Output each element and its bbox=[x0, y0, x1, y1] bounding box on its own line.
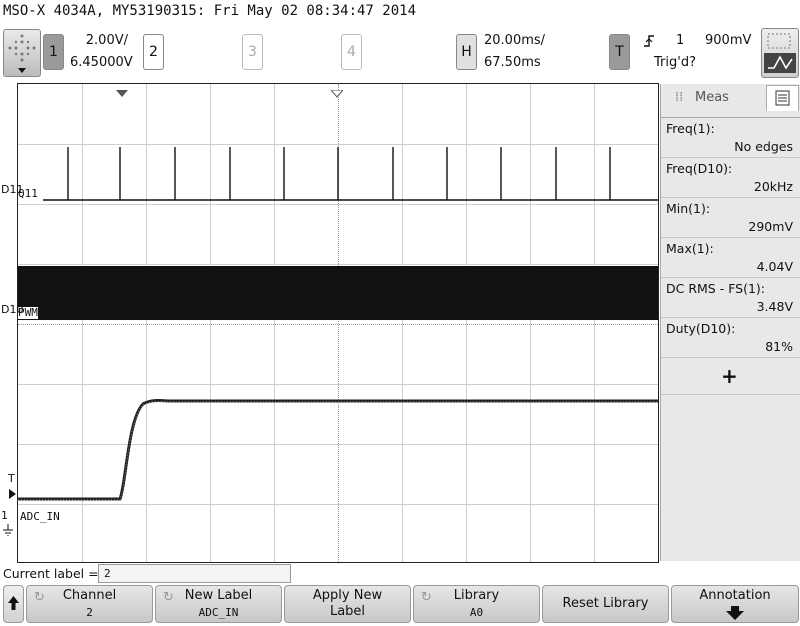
zoom-box-icon bbox=[764, 33, 796, 73]
channel-4-button[interactable]: 4 bbox=[341, 34, 362, 70]
measurement-row: Min(1): 290mV bbox=[661, 197, 800, 234]
waveform-display[interactable]: Q11 PWM ADC_IN bbox=[17, 83, 659, 563]
current-label-caption: Current label = bbox=[3, 566, 99, 581]
up-arrow-icon bbox=[8, 596, 19, 610]
window-title: MSO-X 4034A, MY53190315: Fri May 02 08:3… bbox=[3, 3, 417, 19]
measurement-row: Max(1): 4.04V bbox=[661, 237, 800, 274]
library-softkey[interactable]: ↻ Library A0 bbox=[413, 585, 540, 623]
measurement-row: DC RMS - FS(1): 3.48V bbox=[661, 277, 800, 314]
ground-marker: 1 bbox=[1, 509, 8, 522]
rotate-knob-icon: ↻ bbox=[34, 590, 45, 605]
horizontal-delay: 67.50ms bbox=[484, 55, 541, 70]
digital-trace-d10 bbox=[18, 266, 658, 320]
d11-indicator: D11 bbox=[1, 183, 24, 196]
d11-label: Q11 bbox=[18, 187, 38, 200]
rising-edge-icon bbox=[642, 33, 656, 52]
reset-library-softkey[interactable]: Reset Library bbox=[542, 585, 669, 623]
menu-up-button[interactable] bbox=[3, 585, 24, 623]
measurements-panel: Freq(1): No edges Freq(D10): 20kHz Min(1… bbox=[660, 84, 800, 561]
channel-1-scale: 2.00V/ bbox=[85, 33, 128, 48]
measurements-list-button[interactable] bbox=[766, 85, 799, 111]
measurement-row: Duty(D10): 81% bbox=[661, 317, 800, 358]
analog-label: ADC_IN bbox=[20, 510, 60, 523]
horizontal-button[interactable]: H bbox=[456, 34, 477, 70]
grid-dots-icon bbox=[8, 34, 36, 73]
analog-trace-ch1 bbox=[18, 398, 658, 501]
trigger-button[interactable]: T bbox=[609, 34, 630, 70]
submenu-arrow-icon bbox=[726, 606, 744, 624]
digital-trace-d11 bbox=[43, 147, 658, 201]
rotate-knob-icon: ↻ bbox=[163, 590, 174, 605]
trigger-position-marker bbox=[116, 83, 128, 102]
channel-2-button[interactable]: 2 bbox=[143, 34, 164, 70]
meas-tab[interactable]: ⁞⁞ Meas bbox=[675, 90, 729, 105]
d10-label: PWM bbox=[18, 306, 38, 319]
grip-icon: ⁞⁞ bbox=[675, 90, 684, 105]
rotate-knob-icon: ↻ bbox=[421, 590, 432, 605]
list-icon bbox=[775, 90, 790, 106]
cursor-autoscale-button[interactable] bbox=[761, 28, 799, 78]
add-measurement-button[interactable]: + bbox=[661, 357, 800, 395]
display-menu-button[interactable] bbox=[3, 29, 41, 77]
annotation-softkey[interactable]: Annotation bbox=[671, 585, 799, 623]
measurement-row: Freq(D10): 20kHz bbox=[661, 157, 800, 194]
channel-1-button[interactable]: 1 bbox=[43, 34, 64, 70]
new-label-softkey[interactable]: ↻ New Label ADC_IN bbox=[155, 585, 282, 623]
channel-1-offset: 6.45000V bbox=[70, 55, 133, 70]
trigger-level-marker: T bbox=[8, 472, 15, 485]
d10-indicator: D10 bbox=[1, 303, 24, 316]
apply-new-label-softkey[interactable]: Apply New Label bbox=[284, 585, 411, 623]
delay-reference-marker bbox=[329, 83, 345, 102]
horizontal-scale: 20.00ms/ bbox=[484, 33, 546, 48]
channel-3-button[interactable]: 3 bbox=[242, 34, 263, 70]
channel-softkey[interactable]: ↻ Channel 2 bbox=[26, 585, 153, 623]
trigger-status: Trig'd? bbox=[654, 55, 696, 70]
measurement-row: Freq(1): No edges bbox=[661, 117, 800, 154]
ground-icon bbox=[2, 521, 14, 540]
trigger-arrow-icon bbox=[9, 484, 17, 503]
trigger-source: 1 bbox=[676, 33, 685, 48]
current-label-field[interactable]: 2 bbox=[98, 564, 291, 583]
trigger-level: 900mV bbox=[705, 33, 752, 48]
